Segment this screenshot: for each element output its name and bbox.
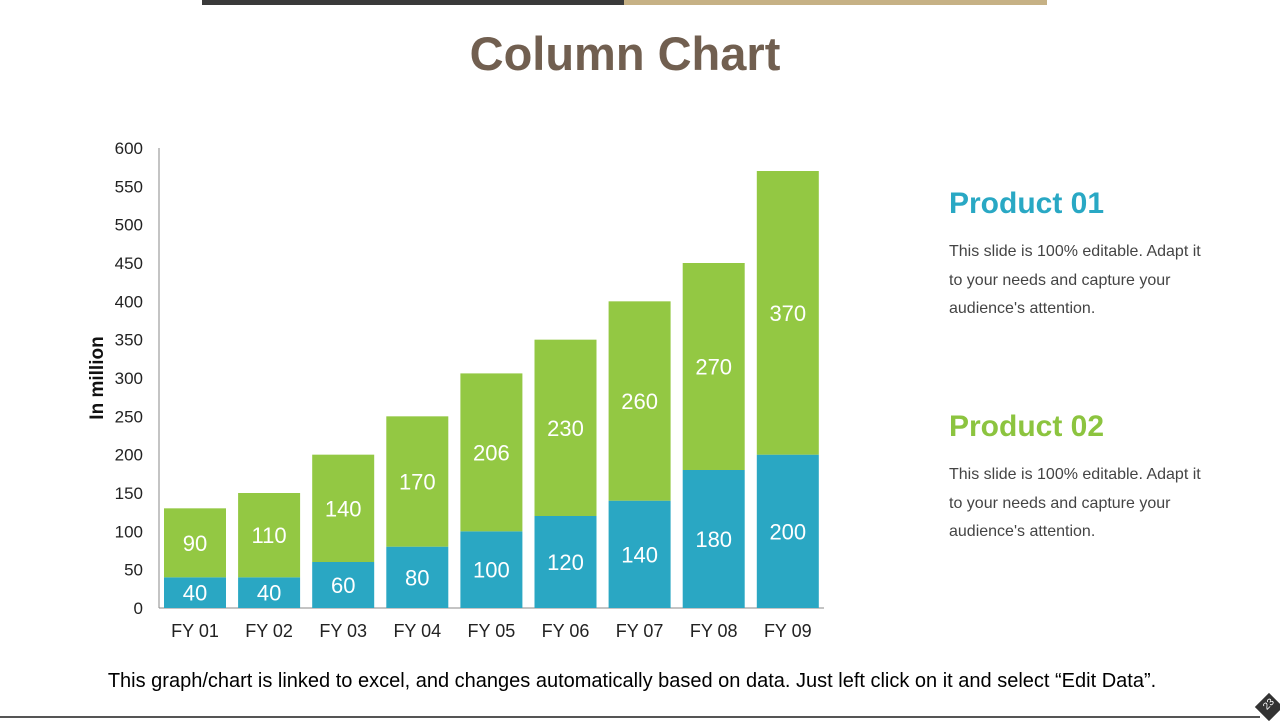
y-tick-label: 200	[115, 446, 143, 465]
bar-data-label: 200	[769, 519, 806, 544]
x-tick-label: FY 07	[616, 621, 664, 641]
bar-data-label: 260	[621, 389, 658, 414]
bar-series2-fy03[interactable]	[312, 454, 375, 562]
bar-data-label: 90	[183, 531, 207, 556]
bar-series1-fy02[interactable]	[238, 577, 301, 608]
bar-data-label: 206	[473, 440, 510, 465]
bar-series1-fy01[interactable]	[164, 577, 226, 608]
bar-series2-fy05[interactable]	[460, 373, 523, 532]
y-tick-label: 50	[124, 561, 143, 580]
y-tick-label: 0	[134, 599, 143, 618]
y-tick-label: 250	[115, 407, 143, 426]
x-tick-label: FY 09	[764, 621, 812, 641]
top-accent-bar-dark	[202, 0, 624, 5]
bar-data-label: 180	[695, 527, 732, 552]
slide-title: Column Chart	[469, 27, 781, 80]
bar-series2-fy02[interactable]	[238, 493, 301, 578]
x-tick-label: FY 02	[245, 621, 293, 641]
bar-data-label: 60	[331, 573, 355, 598]
bar-series2-fy09[interactable]	[756, 171, 819, 455]
column-chart[interactable]: 0 50 100 150 200 250 300 350 400 450 500 550 600 In m…	[0, 0, 900, 660]
product-02-title: Product 02	[949, 410, 1105, 443]
bar-data-label: 140	[325, 496, 362, 521]
x-tick-label: FY 03	[319, 621, 367, 641]
x-tick-label: FY 08	[690, 621, 738, 641]
x-tick-label: FY 04	[393, 621, 441, 641]
bar-series1-fy06[interactable]	[534, 516, 597, 608]
product-01-description: This slide is 100% editable. Adapt it to…	[949, 243, 1201, 317]
product-01-title: Product 01	[949, 187, 1105, 220]
bar-data-label: 40	[183, 581, 207, 606]
product-02-description: This slide is 100% editable. Adapt it to…	[949, 466, 1201, 540]
y-tick-label: 550	[115, 177, 143, 196]
y-tick-label: 400	[115, 292, 143, 311]
bar-series1-fy09[interactable]	[756, 454, 819, 608]
bar-data-label: 40	[257, 581, 281, 606]
bar-data-label: 100	[473, 558, 510, 583]
bar-data-label: 170	[399, 470, 436, 495]
bar-data-label: 230	[547, 416, 584, 441]
bar-series1-fy05[interactable]	[460, 531, 523, 608]
bar-data-label: 80	[405, 565, 429, 590]
bar-series2-fy06[interactable]	[534, 339, 597, 516]
bar-series1-fy08[interactable]	[682, 470, 745, 608]
footer-note: This graph/chart is linked to excel, and…	[107, 670, 1157, 692]
bar-series2-fy07[interactable]	[608, 301, 671, 501]
bottom-divider	[0, 716, 1260, 718]
bar-data-label: 270	[695, 355, 732, 380]
bar-data-label: 110	[252, 523, 287, 548]
bar-data-label: 120	[547, 550, 584, 575]
x-tick-label: FY 06	[542, 621, 590, 641]
bar-series2-fy04[interactable]	[386, 416, 449, 547]
y-tick-label: 100	[115, 522, 143, 541]
y-tick-label: 600	[115, 139, 143, 158]
y-tick-label: 500	[115, 216, 143, 235]
y-axis-label: In million	[87, 336, 108, 419]
bar-data-label: 370	[769, 301, 806, 326]
bar-series1-fy04[interactable]	[386, 546, 449, 608]
y-tick-label: 350	[115, 331, 143, 350]
bar-series2-fy01[interactable]	[164, 508, 226, 578]
x-tick-label: FY 05	[468, 621, 516, 641]
bar-series1-fy07[interactable]	[608, 500, 671, 608]
y-tick-label: 150	[115, 484, 143, 503]
y-tick-label: 300	[115, 369, 143, 388]
bar-data-label: 140	[621, 542, 658, 567]
top-accent-bar-gold	[624, 0, 1047, 5]
bar-series1-fy03[interactable]	[312, 562, 375, 608]
bar-series2-fy08[interactable]	[682, 263, 745, 470]
y-tick-label: 450	[115, 254, 143, 273]
x-tick-label: FY 01	[171, 621, 219, 641]
